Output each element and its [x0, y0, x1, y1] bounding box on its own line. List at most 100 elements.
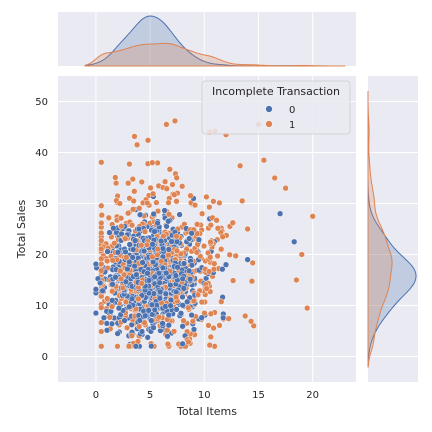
scatter-point-series-1: [98, 211, 105, 219]
scatter-point-series-1: [128, 222, 136, 229]
legend-title: Incomplete Transaction: [212, 85, 340, 98]
scatter-point-series-1: [98, 255, 105, 262]
scatter-point-series-0: [155, 270, 163, 277]
scatter-point-series-1: [244, 225, 251, 233]
scatter-point-series-1: [171, 117, 179, 125]
scatter-point-series-1: [180, 317, 187, 324]
scatter-point-series-0: [220, 314, 227, 321]
scatter-point-series-1: [185, 304, 192, 311]
scatter-point-series-1: [98, 267, 105, 274]
scatter-point-series-1: [172, 294, 180, 301]
y-tick-label: 10: [35, 301, 48, 312]
scatter-point-series-1: [200, 242, 208, 250]
scatter-point-series-0: [103, 320, 110, 327]
scatter-point-series-1: [239, 197, 246, 205]
scatter-point-series-0: [179, 340, 186, 347]
scatter-point-series-0: [186, 276, 194, 283]
scatter-point-series-0: [162, 290, 169, 297]
scatter-point-series-1: [242, 312, 249, 320]
scatter-point-series-1: [210, 198, 217, 205]
scatter-point-series-0: [144, 334, 151, 341]
scatter-point-series-0: [149, 241, 156, 248]
scatter-point-series-0: [150, 210, 157, 218]
scatter-point-series-0: [148, 317, 155, 324]
scatter-point-series-0: [179, 323, 186, 330]
scatter-point-series-0: [148, 301, 156, 308]
scatter-point-series-1: [149, 159, 156, 166]
scatter-point-series-1: [98, 343, 105, 350]
scatter-point-series-1: [216, 199, 223, 207]
scatter-point-series-0: [186, 235, 193, 242]
scatter-point-series-1: [169, 181, 176, 188]
scatter-point-series-1: [123, 254, 130, 261]
scatter-point-series-0: [136, 211, 144, 218]
scatter-point-series-1: [249, 259, 256, 267]
scatter-point-series-1: [161, 178, 169, 185]
scatter-point-series-0: [128, 295, 136, 302]
scatter-point-series-1: [207, 333, 214, 341]
scatter-point-series-1: [98, 260, 105, 268]
scatter-point-series-1: [173, 174, 180, 181]
scatter-point-series-0: [126, 303, 133, 310]
scatter-point-series-0: [92, 260, 100, 268]
scatter-point-series-1: [165, 199, 172, 206]
scatter-point-series-0: [180, 285, 187, 292]
scatter-point-series-1: [218, 246, 225, 253]
x-tick-label: 0: [93, 390, 99, 401]
scatter-point-series-0: [173, 238, 181, 245]
scatter-point-series-1: [173, 198, 180, 205]
scatter-point-series-1: [203, 193, 210, 201]
x-axis-label: Total Items: [176, 405, 237, 418]
scatter-point-series-1: [154, 251, 161, 259]
scatter-point-series-0: [109, 281, 116, 288]
scatter-point-series-0: [121, 317, 128, 324]
scatter-point-series-0: [135, 225, 143, 233]
scatter-point-series-1: [194, 291, 202, 298]
scatter-point-series-1: [125, 180, 132, 187]
scatter-point-series-1: [309, 213, 316, 220]
scatter-point-series-1: [191, 201, 199, 209]
scatter-point-series-0: [198, 314, 205, 321]
scatter-point-series-0: [219, 266, 226, 273]
scatter-point-series-0: [180, 260, 188, 267]
scatter-point-series-0: [151, 228, 158, 235]
scatter-point-series-0: [156, 279, 163, 286]
scatter-point-series-0: [156, 295, 164, 302]
scatter-point-series-1: [116, 200, 123, 207]
x-tick-label: 10: [198, 390, 211, 401]
scatter-point-series-0: [110, 225, 117, 232]
scatter-point-series-0: [244, 256, 251, 263]
scatter-point-series-1: [247, 318, 255, 325]
scatter-point-series-0: [168, 238, 175, 245]
scatter-point-series-1: [236, 162, 244, 169]
scatter-point-series-1: [143, 241, 151, 249]
scatter-point-series-0: [157, 288, 164, 295]
scatter-point-series-1: [138, 178, 145, 186]
y-axis-label: Total Sales: [15, 200, 28, 260]
scatter-point-series-0: [139, 259, 146, 266]
scatter-point-series-1: [218, 298, 225, 305]
scatter-point-series-0: [104, 248, 111, 255]
scatter-point-series-0: [154, 219, 161, 227]
scatter-point-series-1: [165, 251, 172, 259]
scatter-point-series-0: [188, 311, 195, 319]
scatter-point-series-1: [179, 183, 186, 190]
scatter-point-series-0: [132, 237, 139, 244]
scatter-point-series-1: [229, 277, 237, 284]
scatter-point-series-1: [114, 343, 121, 350]
scatter-point-series-0: [179, 275, 186, 282]
scatter-point-series-1: [206, 203, 213, 211]
scatter-point-series-0: [114, 249, 122, 256]
scatter-point-series-0: [167, 296, 175, 304]
scatter-point-series-0: [185, 267, 193, 274]
y-tick-label: 20: [35, 250, 48, 261]
scatter-point-series-0: [122, 278, 130, 285]
legend-label-0: 0: [289, 105, 295, 116]
scatter-point-series-1: [219, 233, 226, 240]
scatter-point-series-1: [193, 249, 200, 256]
scatter-point-series-1: [98, 328, 105, 335]
scatter-point-series-1: [271, 174, 278, 182]
scatter-point-series-0: [177, 310, 185, 317]
scatter-point-series-0: [92, 309, 100, 317]
scatter-point-series-0: [112, 274, 119, 281]
